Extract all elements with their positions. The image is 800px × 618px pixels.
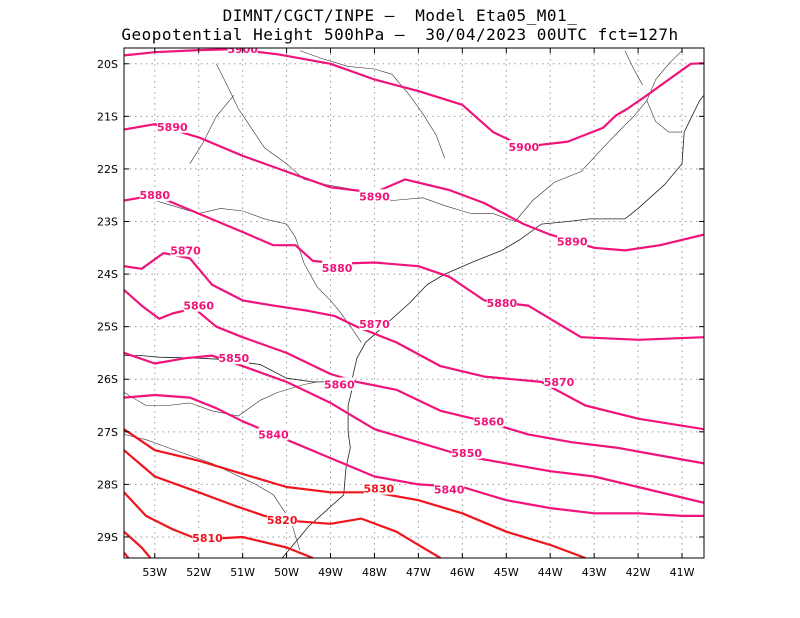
contour-label: 5850 [219,352,250,365]
contour-label: 5880 [139,189,170,202]
contour-label-bg [157,119,188,133]
contour-label: 5870 [359,318,390,331]
contour-label: 5870 [544,376,575,389]
y-tick-label: 27S [97,426,118,439]
y-tick-label: 22S [97,163,118,176]
contour-line-5890 [124,123,704,252]
contour-line-5820 [124,449,441,558]
contour-label: 5840 [258,428,289,441]
contour-label-bg [170,243,201,257]
coastline [349,95,704,388]
state-border [189,95,235,164]
contour-label-bg [183,298,214,312]
contour-line-5900 [124,48,704,148]
contour-label-bg [451,445,482,459]
contour-label: 5850 [451,447,482,460]
x-tick-label: 43W [582,566,607,579]
contour-label: 5890 [359,190,390,203]
state-border [514,50,683,222]
chart-title-line-1: DIMNT/CGCT/INPE – Model Eta05_M01_ [222,6,578,25]
x-tick-label: 50W [274,566,299,579]
contour-label: 5840 [434,484,465,497]
x-tick-label: 52W [186,566,211,579]
contour-line-5790 [124,551,130,558]
contour-label-bg [324,377,355,391]
contour-label-bg [363,481,394,495]
x-tick-label: 41W [670,566,695,579]
y-tick-label: 23S [97,216,118,229]
x-tick-label: 49W [318,566,343,579]
contour-line-5830 [124,428,586,558]
contour-label: 5880 [322,262,353,275]
contour-labels: 5900590058905890589058805880588058705870… [139,48,588,545]
contour-label-bg [359,317,390,331]
state-border [624,50,643,85]
contour-line-5870 [124,252,704,431]
contour-label-bg [218,351,249,365]
contour-label: 5860 [473,415,504,428]
contour-label: 5820 [267,514,298,527]
contour-label-bg [139,188,170,202]
contour-label-bg [486,296,517,309]
y-tick-label: 28S [97,478,118,491]
state-border [646,100,682,133]
y-tick-label: 21S [97,110,118,123]
x-tick-label: 51W [230,566,255,579]
contour-label-bg [508,139,539,153]
contour-label-bg [322,260,353,274]
contour-line-5840 [124,393,704,517]
contour-label: 5870 [170,244,201,257]
contour-label-bg [258,427,289,441]
y-tick-label: 20S [97,58,118,71]
x-tick-label: 47W [406,566,431,579]
contour-label: 5900 [509,141,540,154]
contour-label-bg [267,513,298,527]
x-tick-label: 46W [450,566,475,579]
x-tick-label: 44W [538,566,563,579]
contour-label-bg [192,531,223,545]
contour-label: 5890 [557,235,588,248]
state-border [145,197,362,343]
y-tick-label: 25S [97,321,118,334]
contour-label: 5810 [192,532,223,545]
contour-line-5880 [124,194,704,341]
plot-frame [123,47,705,559]
x-tick-label: 42W [626,566,651,579]
contour-label-bg [473,414,504,428]
contour-line-5850 [124,351,704,504]
contour-label: 5830 [364,483,395,496]
axis-ticks: 53W 52W 51W 50W 49W 48W 47W 46W 45W 44W 43W 42W 41W 2… [97,48,704,579]
contour-label-bg [434,482,465,496]
x-tick-label: 45W [494,566,519,579]
contour-label-bg [557,234,588,248]
contour-label: 5880 [487,297,518,310]
chart-title-line-2: Geopotential Height 500hPa – 30/04/2023 … [121,25,679,44]
contour-label: 5860 [324,378,355,391]
contour-line-5800 [124,530,152,558]
state-border [299,50,446,159]
y-tick-label: 26S [97,373,118,386]
y-tick-label: 29S [97,531,118,544]
coastline [124,355,353,558]
contour-label-bg [544,374,574,388]
x-tick-label: 48W [362,566,387,579]
x-tick-label: 53W [142,566,167,579]
contour-line-5860 [124,289,704,465]
contour-label: 5890 [157,121,188,134]
y-tick-label: 24S [97,268,118,281]
contour-label-bg [359,189,390,203]
contour-label: 5860 [183,300,214,313]
contour-lines [124,48,704,558]
